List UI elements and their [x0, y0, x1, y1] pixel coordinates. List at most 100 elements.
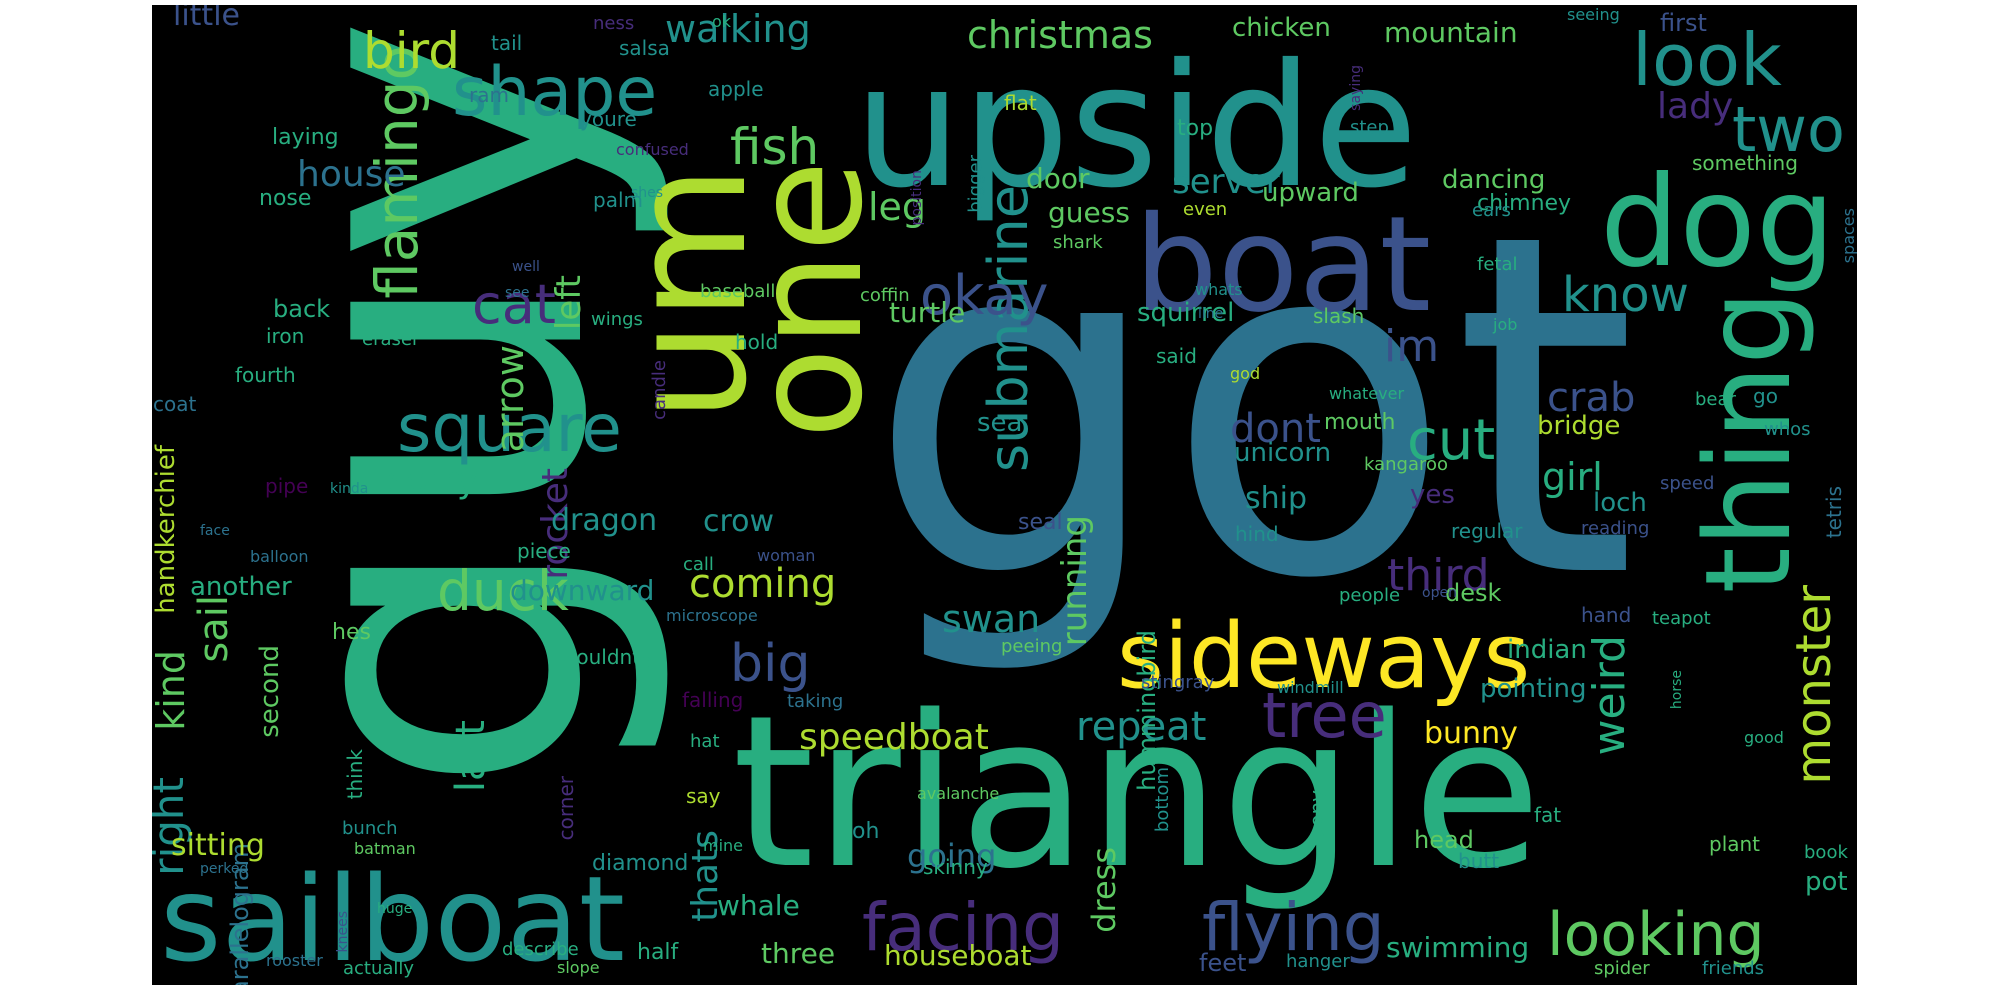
word-avalanche: avalanche: [917, 784, 999, 803]
word-ram: ram: [469, 83, 509, 107]
word-sailboat: sailboat: [160, 850, 625, 985]
word-duck: duck: [437, 559, 569, 623]
word-think: think: [343, 749, 367, 800]
word-ship: ship: [1245, 481, 1307, 516]
word-turtle: turtle: [889, 296, 965, 329]
word-two: two: [1732, 93, 1845, 166]
word-huge: huge: [377, 901, 412, 917]
word-kangaroo: kangaroo: [1364, 454, 1448, 475]
word-coming: coming: [689, 561, 836, 607]
word-top: top: [1177, 116, 1213, 141]
word-friends: friends: [1702, 958, 1764, 979]
word-sideways: sideways: [1117, 604, 1530, 709]
word-upside: upside: [854, 28, 1418, 226]
word-im: im: [1384, 321, 1439, 372]
word-christmas: christmas: [967, 13, 1153, 57]
word-slope: slope: [557, 958, 600, 977]
word-confused: confused: [616, 140, 689, 159]
word-said: said: [1156, 344, 1197, 368]
word-hummingbird: hummingbird: [1133, 630, 1161, 791]
word-girl: girl: [1542, 455, 1603, 499]
word-kind: kind: [152, 650, 193, 731]
word-coat: coat: [153, 392, 196, 416]
word-okay: okay: [920, 264, 1048, 327]
word-iron: iron: [266, 324, 304, 348]
word-feet: feet: [1199, 949, 1246, 977]
word-bird: bird: [363, 22, 460, 80]
word-yes: yes: [1410, 480, 1455, 510]
word-open: open: [1422, 585, 1457, 601]
word-lady: lady: [1657, 86, 1733, 127]
word-spaces: spaces: [1839, 208, 1857, 263]
word-corner: corner: [554, 775, 578, 840]
word-sea: sea: [977, 408, 1022, 438]
word-head: head: [1414, 826, 1474, 854]
word-rocket: rocket: [535, 468, 576, 580]
word-hold: hold: [735, 330, 778, 354]
word-regular: regular: [1451, 519, 1523, 543]
word-face: face: [200, 523, 230, 539]
word-little: little: [173, 5, 240, 33]
word-pointing: pointing: [1480, 674, 1587, 704]
word-teapot: teapot: [1652, 608, 1711, 629]
word-falling: falling: [682, 688, 743, 712]
word-mine: mine: [703, 836, 743, 855]
word-back: back: [273, 295, 330, 323]
word-piece: piece: [517, 539, 571, 563]
word-boat: boat: [1134, 188, 1431, 342]
word-walking: walking: [665, 7, 811, 51]
word-chicken: chicken: [1232, 13, 1331, 43]
word-cloud-panel: got guy upside triangle um one boat dog thing sai…: [152, 5, 1857, 985]
word-chimney: chimney: [1477, 191, 1571, 216]
word-shape: shape: [452, 53, 657, 132]
word-swan: swan: [942, 597, 1040, 641]
word-good: good: [1744, 728, 1784, 747]
word-see: see: [505, 285, 530, 301]
word-triangle: triangle: [732, 670, 1542, 915]
word-leg: leg: [868, 185, 926, 229]
word-guy: guy: [191, 15, 680, 796]
word-saying: saying: [1348, 65, 1364, 111]
word-squirrel: squirrel: [1137, 298, 1234, 328]
word-step: step: [1350, 117, 1389, 138]
word-diamond: diamond: [592, 851, 688, 876]
word-position: position: [909, 170, 925, 225]
word-fourth: fourth: [235, 363, 296, 387]
word-windmill: windmill: [1277, 678, 1344, 697]
word-thats: thats: [685, 830, 726, 922]
word-stingray: stingray: [1141, 672, 1215, 693]
word-shes: shes: [631, 185, 663, 201]
word-salsa: salsa: [619, 36, 670, 60]
word-sorry: sorry: [387, 460, 478, 501]
word-book: book: [1804, 842, 1848, 863]
word-sail: sail: [191, 595, 237, 663]
word-tetris: tetris: [1822, 486, 1846, 538]
word-speed: speed: [1660, 473, 1714, 494]
word-hat: hat: [690, 731, 720, 752]
word-bear: bear: [1695, 389, 1737, 410]
word-running: running: [1055, 515, 1095, 646]
word-bottom: bottom: [1152, 767, 1173, 832]
word-whale: whale: [717, 889, 800, 922]
word-tree: tree: [1262, 679, 1387, 752]
word-seal: seal: [1018, 510, 1063, 535]
word-bridge: bridge: [1537, 411, 1620, 441]
word-candle: candle: [649, 360, 670, 420]
word-something: something: [1692, 151, 1798, 175]
word-houseboat: houseboat: [884, 939, 1032, 972]
word-reading: reading: [1581, 518, 1649, 539]
word-shark: shark: [1053, 232, 1103, 253]
word-even: even: [1183, 199, 1227, 220]
word-dont: dont: [1230, 406, 1321, 452]
word-call: call: [683, 554, 714, 575]
word-desk: desk: [1445, 579, 1502, 607]
word-slash: slash: [1313, 304, 1364, 328]
word-ok: ok: [712, 12, 732, 31]
word-fat: fat: [1534, 803, 1561, 827]
word-job: job: [1492, 315, 1517, 334]
word-third: third: [1387, 550, 1490, 601]
word-right: right: [152, 777, 193, 876]
word-dragon: dragon: [551, 503, 657, 538]
